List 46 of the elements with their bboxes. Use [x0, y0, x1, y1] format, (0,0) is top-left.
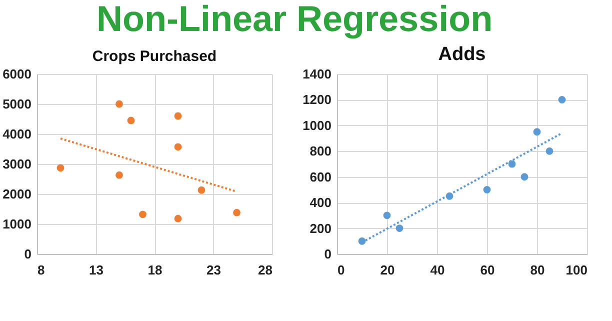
point — [56, 164, 64, 172]
y-tick-label: 1200 — [302, 92, 332, 108]
text: Non-Linear Regression — [96, 0, 493, 39]
y-tick-label: 1400 — [302, 66, 332, 82]
point — [116, 100, 123, 108]
point — [558, 96, 566, 104]
point — [174, 112, 182, 120]
point — [233, 208, 240, 216]
y-tick-label: 0 — [324, 246, 332, 262]
x-tick-label: 60 — [480, 262, 495, 278]
y-tick-label: 1000 — [302, 118, 332, 133]
x-tick-label: 80 — [530, 262, 545, 278]
point — [198, 186, 206, 194]
x-tick-label: 0 — [338, 262, 345, 278]
point — [483, 186, 491, 194]
chart-title: Adds — [438, 44, 486, 65]
y-tick-label: 6000 — [2, 66, 32, 82]
x-tick-label: 8 — [38, 262, 45, 278]
point — [127, 116, 135, 124]
y-tick-label: 800 — [310, 144, 332, 159]
point — [139, 210, 146, 218]
point — [174, 143, 182, 151]
y-tick-label: 4000 — [2, 126, 32, 142]
point — [520, 173, 528, 181]
y-tick-label: 1000 — [2, 216, 32, 232]
x-tick-label: 18 — [148, 262, 162, 278]
y-tick-label: 2000 — [2, 186, 32, 202]
point — [383, 212, 391, 220]
point — [396, 224, 404, 232]
y-tick-label: 5000 — [2, 96, 32, 112]
x-tick-label: 28 — [258, 262, 272, 278]
y-tick-label: 600 — [310, 169, 332, 184]
y-tick-label: 400 — [310, 195, 332, 210]
point — [174, 214, 182, 222]
x-tick-label: 20 — [380, 262, 395, 278]
point — [533, 128, 541, 136]
x-tick-label: 40 — [430, 262, 445, 278]
point — [546, 147, 554, 155]
y-tick-label: 0 — [24, 246, 32, 262]
x-tick-label: 100 — [566, 262, 588, 278]
point — [116, 171, 123, 179]
chart-title: Crops Purchased — [92, 48, 217, 65]
y-tick-label: 200 — [310, 220, 332, 236]
y-tick-label: 3000 — [2, 156, 32, 172]
x-tick-label: 23 — [206, 262, 221, 278]
x-tick-label: 13 — [89, 262, 104, 278]
